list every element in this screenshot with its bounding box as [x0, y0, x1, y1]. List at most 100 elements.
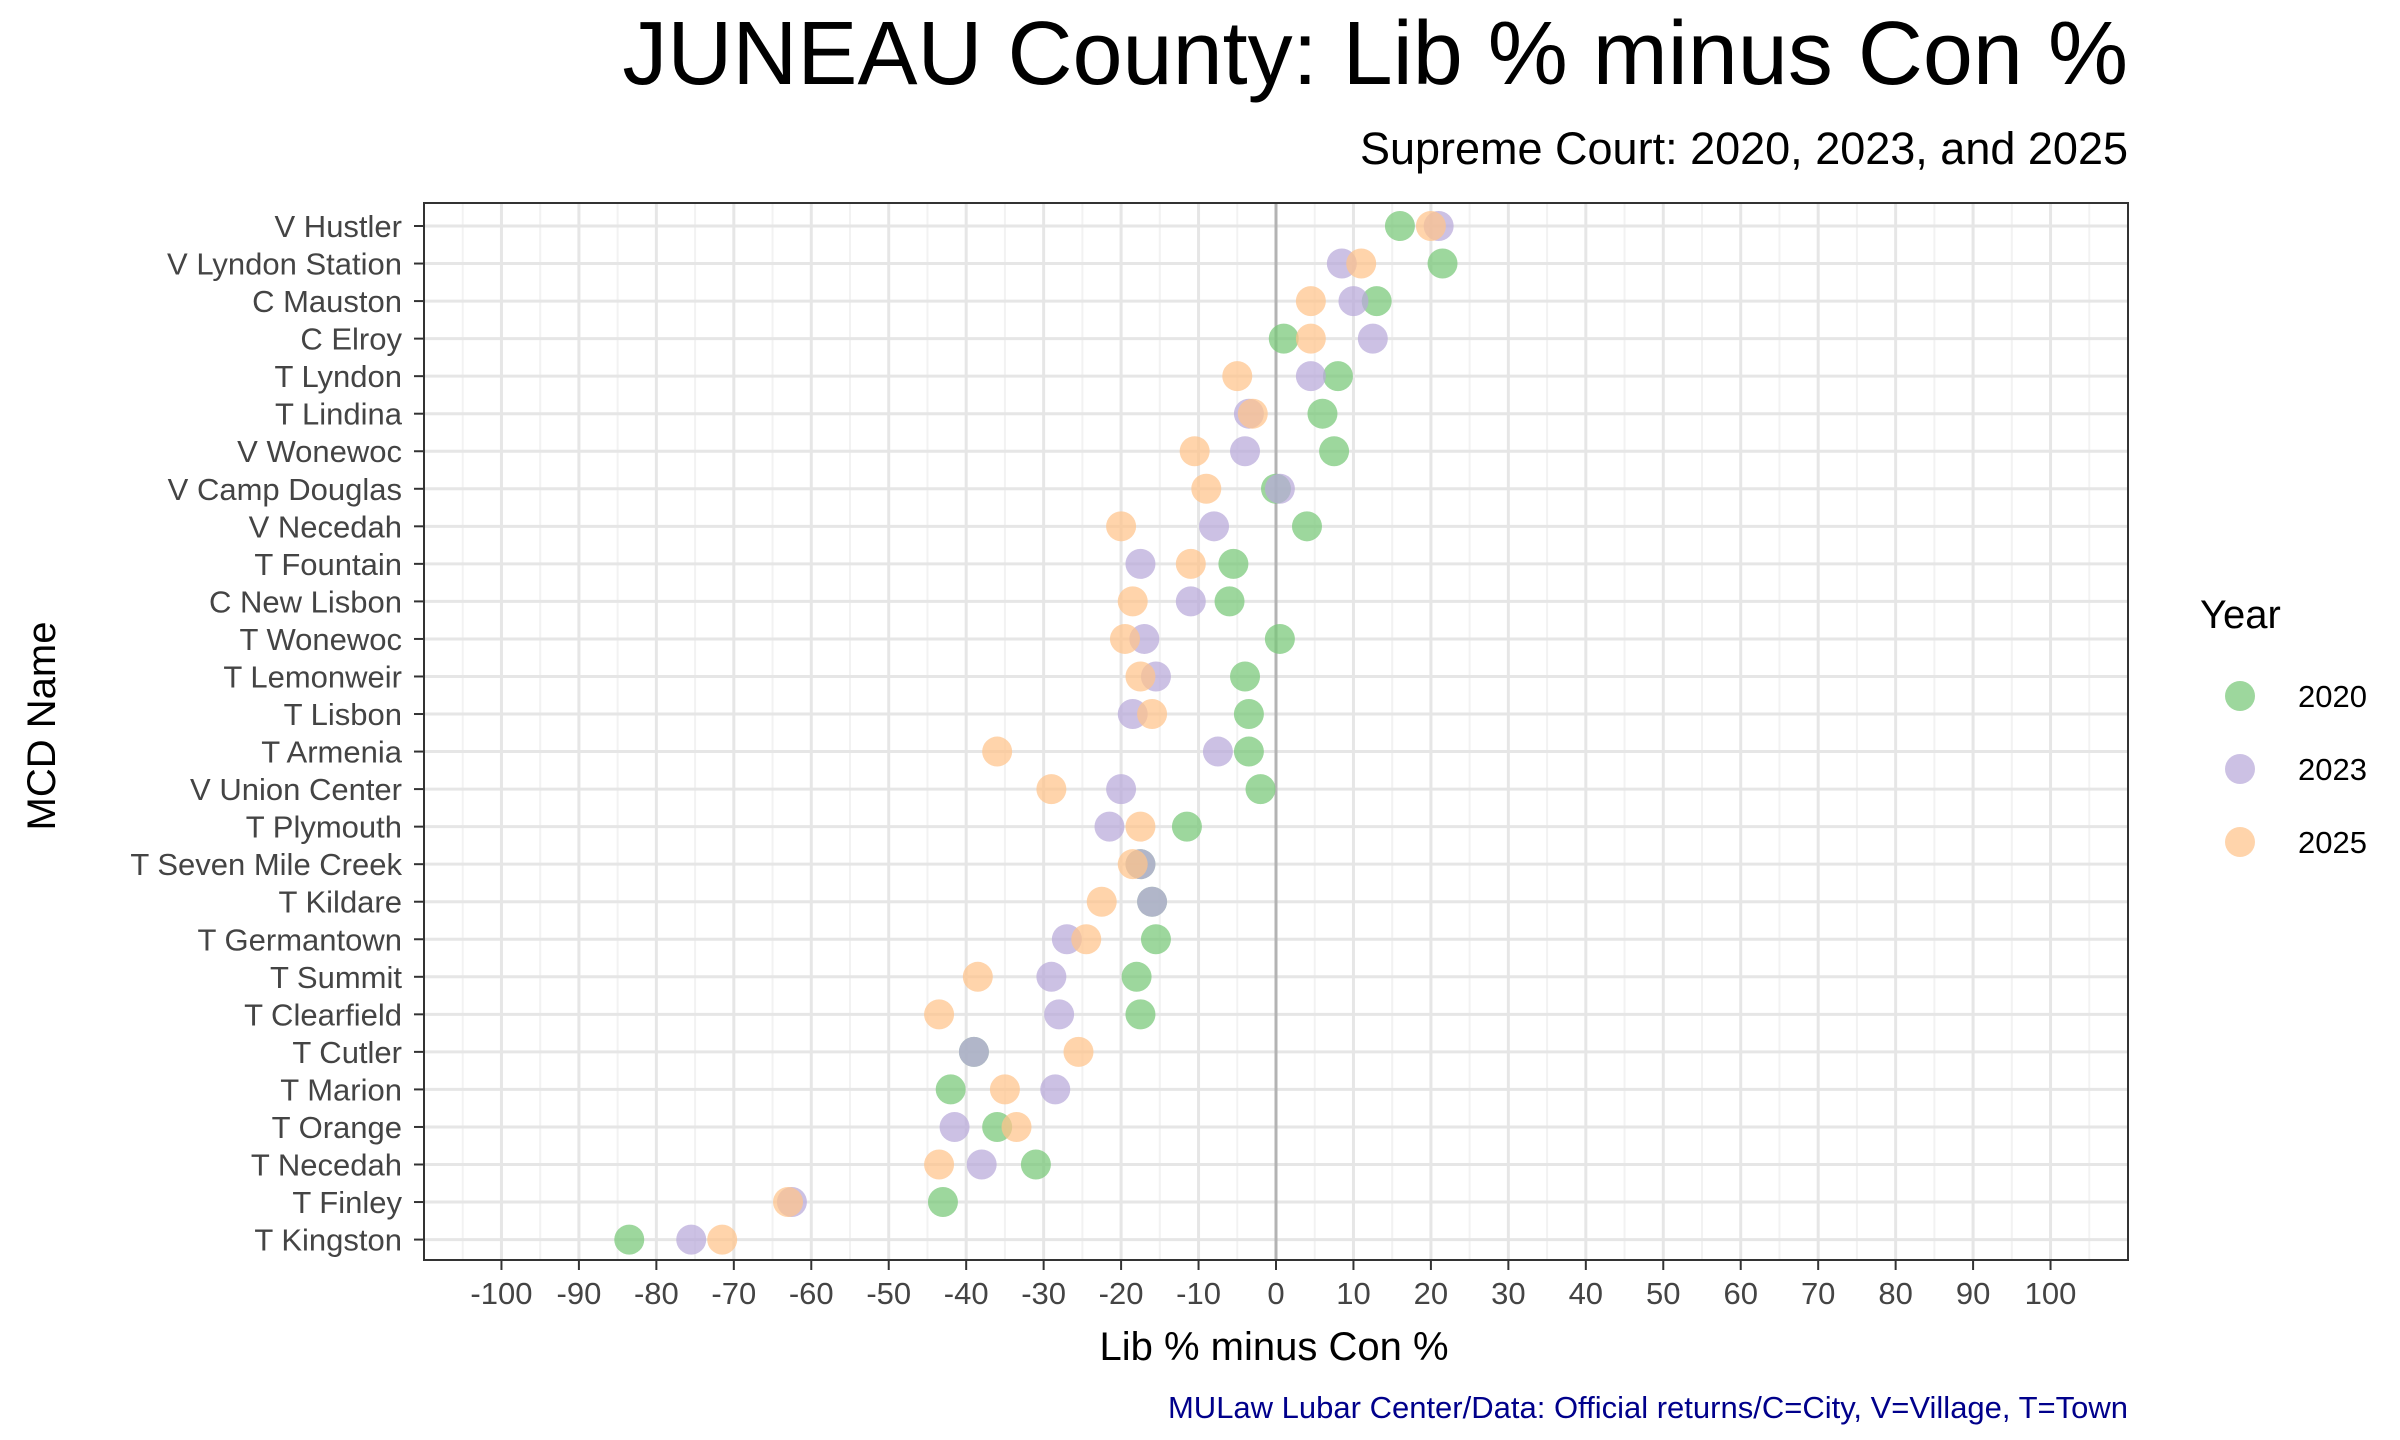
data-point-2020 — [935, 1074, 966, 1105]
x-tick-label: 70 — [1801, 1276, 1835, 1311]
x-tick-label: -90 — [557, 1276, 602, 1311]
data-point-2025 — [1179, 436, 1210, 467]
data-point-2025 — [1295, 323, 1326, 354]
data-point-2025 — [1175, 548, 1206, 579]
data-point-2025 — [1222, 361, 1253, 392]
data-point-2023 — [1040, 1074, 1071, 1105]
data-point-2025 — [1191, 473, 1222, 504]
y-tick-label: V Wonewoc — [237, 434, 402, 469]
y-tick-label: V Necedah — [249, 509, 402, 544]
data-point-2025 — [1086, 886, 1117, 917]
data-point-2020 — [1233, 699, 1264, 730]
data-point-2025 — [1125, 661, 1156, 692]
y-tick-label: T Clearfield — [244, 997, 402, 1032]
x-tick-label: 90 — [1956, 1276, 1990, 1311]
y-tick-label: V Hustler — [275, 209, 402, 244]
legend-label: 2020 — [2298, 679, 2367, 714]
data-point-2025 — [924, 1149, 955, 1180]
data-point-2020 — [614, 1224, 645, 1255]
data-point-2020 — [1291, 511, 1322, 542]
data-point-2023 — [1264, 473, 1295, 504]
x-tick-label: -30 — [1021, 1276, 1066, 1311]
data-point-2023 — [1106, 774, 1137, 805]
data-point-2023 — [1338, 286, 1369, 317]
data-point-2025 — [1346, 248, 1377, 279]
y-tick-label: T Lemonweir — [223, 659, 402, 694]
data-point-2023 — [1137, 886, 1168, 917]
y-tick-label: T Lindina — [275, 397, 403, 432]
data-point-2020 — [1322, 361, 1353, 392]
data-point-2020 — [1268, 323, 1299, 354]
data-point-2025 — [1125, 811, 1156, 842]
x-tick-label: 50 — [1646, 1276, 1680, 1311]
data-point-2023 — [1125, 548, 1156, 579]
data-point-2023 — [1295, 361, 1326, 392]
x-tick-label: -80 — [634, 1276, 679, 1311]
y-tick-label: T Germantown — [198, 922, 402, 957]
data-points — [614, 211, 1458, 1255]
data-point-2020 — [1307, 398, 1338, 429]
x-tick-label: 0 — [1267, 1276, 1284, 1311]
data-point-2025 — [707, 1224, 738, 1255]
legend-key-2023 — [2225, 754, 2255, 784]
x-tick-label: -40 — [944, 1276, 989, 1311]
x-tick-label: -70 — [711, 1276, 756, 1311]
x-tick-label: 80 — [1878, 1276, 1912, 1311]
y-tick-label: V Lyndon Station — [167, 247, 402, 282]
data-point-2025 — [924, 999, 955, 1030]
data-point-2025 — [962, 961, 993, 992]
data-point-2020 — [1319, 436, 1350, 467]
y-tick-label: C New Lisbon — [209, 584, 402, 619]
x-tick-label: -50 — [866, 1276, 911, 1311]
data-point-2020 — [1233, 736, 1264, 767]
data-point-2025 — [1295, 286, 1326, 317]
data-point-2020 — [1361, 286, 1392, 317]
legend: Year 2020 2023 2025 — [2200, 593, 2367, 860]
data-point-2020 — [1230, 661, 1261, 692]
data-point-2020 — [1245, 774, 1276, 805]
x-axis-label: Lib % minus Con % — [1099, 1325, 1448, 1369]
y-tick-label: T Cutler — [292, 1035, 402, 1070]
data-point-2025 — [989, 1074, 1020, 1105]
legend-title: Year — [2200, 593, 2281, 637]
data-point-2025 — [1137, 699, 1168, 730]
x-tick-label: 40 — [1569, 1276, 1603, 1311]
chart-title: JUNEAU County: Lib % minus Con % — [622, 4, 2128, 104]
data-point-2023 — [939, 1111, 970, 1142]
y-tick-label: V Union Center — [190, 772, 402, 807]
data-point-2023 — [1036, 961, 1067, 992]
data-point-2020 — [1171, 811, 1202, 842]
y-tick-label: V Camp Douglas — [168, 472, 402, 507]
data-point-2025 — [1109, 623, 1140, 654]
plot-panel — [423, 202, 2129, 1261]
data-point-2020 — [1214, 586, 1245, 617]
data-point-2020 — [1140, 924, 1171, 955]
y-tick-label: T Kildare — [279, 885, 403, 920]
data-point-2025 — [1117, 586, 1148, 617]
x-tick-label: -60 — [789, 1276, 834, 1311]
y-tick-label: T Seven Mile Creek — [130, 847, 402, 882]
legend-label: 2025 — [2298, 825, 2367, 860]
data-point-2023 — [1199, 511, 1230, 542]
legend-label: 2023 — [2298, 752, 2367, 787]
data-point-2023 — [676, 1224, 707, 1255]
y-axis-label: MCD Name — [20, 622, 64, 831]
y-tick-label: T Plymouth — [246, 810, 402, 845]
data-point-2020 — [1020, 1149, 1051, 1180]
data-point-2020 — [1264, 623, 1295, 654]
y-tick-label: T Fountain — [254, 547, 402, 582]
y-tick-label: T Armenia — [261, 735, 402, 770]
data-point-2020 — [1218, 548, 1249, 579]
x-axis-ticks: -100 -90 -80 -70 -60 -50 -40 -30 -20 -10 0 10 20 30 40… — [470, 1260, 2076, 1311]
y-tick-label: C Elroy — [300, 322, 402, 357]
data-point-2023 — [1044, 999, 1075, 1030]
data-point-2020 — [1384, 211, 1415, 241]
data-point-2023 — [1230, 436, 1261, 467]
x-tick-label: -100 — [470, 1276, 532, 1311]
y-tick-label: T Orange — [272, 1110, 402, 1145]
data-point-2025 — [982, 736, 1013, 767]
x-tick-label: 60 — [1723, 1276, 1757, 1311]
y-tick-label: T Marion — [280, 1072, 402, 1107]
legend-key-2025 — [2225, 827, 2255, 857]
